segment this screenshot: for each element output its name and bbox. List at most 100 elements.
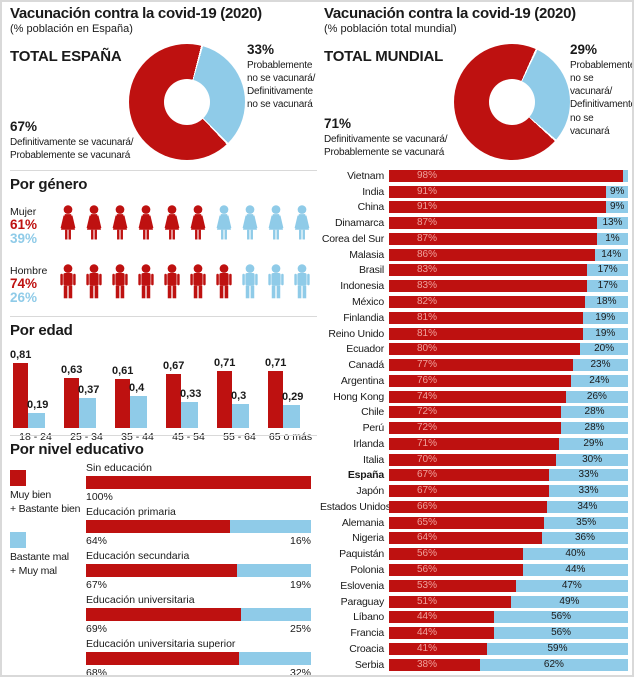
spain-subtitle: (% población en España) xyxy=(10,23,133,35)
man-icon xyxy=(242,264,258,299)
country-bar-yes xyxy=(389,343,581,356)
country-row: Paquistán 56% 40% xyxy=(320,546,632,562)
country-bar-yes xyxy=(389,564,523,577)
country-no-pct: 29% xyxy=(583,437,604,449)
education-row: Educación universitaria 69% 25% xyxy=(86,594,311,635)
education-bar-yes xyxy=(86,564,237,577)
man-icon xyxy=(190,264,206,299)
country-bar-no xyxy=(606,201,628,214)
country-no-pct: 26% xyxy=(586,390,607,402)
country-bar-yes xyxy=(389,548,523,561)
country-bar: 91% 9% xyxy=(389,185,628,198)
total-world-label: TOTAL MUNDIAL xyxy=(324,48,444,65)
age-heading: Por edad xyxy=(10,316,317,339)
education-bar xyxy=(86,652,311,665)
gender-row-mujer: Mujer 61% 39% xyxy=(10,200,317,252)
country-bar: 86% 14% xyxy=(389,248,628,261)
country-bar-no xyxy=(494,611,628,624)
country-no-pct: 14% xyxy=(601,248,622,260)
donut-hole xyxy=(164,79,210,125)
country-row: Brasil 83% 17% xyxy=(320,263,632,279)
country-yes-pct: 56% xyxy=(416,548,437,560)
country-bar: 82% 18% xyxy=(389,296,628,308)
education-category: Educación universitaria superior xyxy=(86,638,236,650)
country-bar: 77% 23% xyxy=(389,359,628,372)
country-row: Ecuador 80% 20% xyxy=(320,341,632,357)
country-no-pct: 18% xyxy=(596,296,617,307)
country-bar-yes xyxy=(389,201,607,214)
education-bar-chart: Sin educación 100% Educación primaria 64% 16… xyxy=(86,462,311,677)
country-name: Polonia xyxy=(350,564,384,577)
country-bar-no xyxy=(623,169,628,182)
country-row: Serbia 38% 62% xyxy=(320,657,632,673)
country-name: Líbano xyxy=(353,611,384,624)
education-bar-yes xyxy=(86,652,239,665)
country-name: Irlanda xyxy=(353,437,384,450)
country-bar: 74% 26% xyxy=(389,390,628,403)
country-bar-yes xyxy=(389,658,480,671)
education-body: Muy bien + Bastante bien Bastante mal + … xyxy=(10,462,317,677)
spain-header: Vacunación contra la covid-19 (2020) (% … xyxy=(10,5,262,35)
world-yes-annotation: 71% Definitivamente se vacunará/ Probabl… xyxy=(324,115,482,159)
country-name: Croacia xyxy=(349,642,384,655)
education-yes-pct: 68% xyxy=(86,667,108,677)
country-bar-no xyxy=(573,359,628,372)
man-icon xyxy=(112,264,128,299)
country-bar-chart: Vietnam 98% India 91% 9% China 91% 9% Dinamarca 8… xyxy=(320,168,632,673)
education-yes-pct: 64% xyxy=(86,535,108,547)
country-no-pct: 24% xyxy=(589,374,610,386)
country-bar-no xyxy=(561,422,628,435)
country-bar-yes xyxy=(389,642,487,655)
man-icon xyxy=(86,264,102,299)
country-yes-pct: 64% xyxy=(416,532,437,544)
country-yes-pct: 56% xyxy=(416,564,437,576)
country-name: Argentina xyxy=(340,374,384,387)
age-value-yes: 0,61 xyxy=(112,365,134,378)
country-row: Polonia 56% 44% xyxy=(320,562,632,578)
country-bar: 67% 33% xyxy=(389,485,628,498)
annotation-line: no se vacunará/ xyxy=(570,73,613,98)
age-axis-label: 35 - 44 xyxy=(121,431,154,443)
country-bar-yes xyxy=(389,359,574,372)
country-yes-pct: 82% xyxy=(416,296,437,307)
gender-section: Por género Mujer 61% 39% Hombre 74% 26% xyxy=(10,170,317,311)
country-bar-no xyxy=(606,185,628,198)
country-row: Nigeria 64% 36% xyxy=(320,531,632,547)
age-group: 0,61 0,4 xyxy=(112,347,163,428)
age-bar-no xyxy=(130,396,147,428)
age-value-no: 0,29 xyxy=(282,390,304,403)
age-group: 0,67 0,33 xyxy=(163,347,214,428)
country-row: Canadá 77% 23% xyxy=(320,357,632,373)
country-bar-yes xyxy=(389,217,597,230)
country-bar-no xyxy=(570,374,628,387)
annotation-line: Definitivamente xyxy=(247,86,313,98)
country-bar: 81% 19% xyxy=(389,327,628,340)
country-name: Ecuador xyxy=(346,343,384,356)
spain-donut-chart xyxy=(129,44,245,160)
country-row: Paraguay 51% 49% xyxy=(320,594,632,610)
gender-icon-strip xyxy=(56,262,314,308)
education-no-pct: 19% xyxy=(289,579,311,591)
age-bar-no xyxy=(283,404,300,428)
age-bar-yes xyxy=(268,371,283,428)
education-bar-no xyxy=(239,652,311,665)
country-yes-pct: 74% xyxy=(416,390,437,402)
age-bar-chart: 0,81 0,19 0,63 0,37 0,61 0,4 0,67 0,33 0,71 0,3 0,… xyxy=(10,347,317,428)
age-value-no: 0,3 xyxy=(231,390,247,402)
age-bar-yes xyxy=(166,374,181,428)
country-bar: 38% 62% xyxy=(389,658,628,671)
country-name: Estados Unidos xyxy=(320,500,391,513)
country-yes-pct: 70% xyxy=(416,453,437,465)
country-yes-pct: 87% xyxy=(416,217,437,229)
spain-yes-pct: 67% xyxy=(10,119,38,134)
country-bar-no xyxy=(541,532,628,545)
country-bar-no xyxy=(556,453,628,466)
country-bar-no xyxy=(587,280,628,293)
country-name: Alemania xyxy=(341,516,384,529)
country-bar-no xyxy=(522,548,628,561)
woman-icon xyxy=(138,205,154,240)
country-name: Chile xyxy=(361,406,384,419)
education-yes-pct: 69% xyxy=(86,623,108,635)
country-no-pct: 9% xyxy=(610,201,625,213)
gender-no-pct: 26% xyxy=(10,290,38,305)
